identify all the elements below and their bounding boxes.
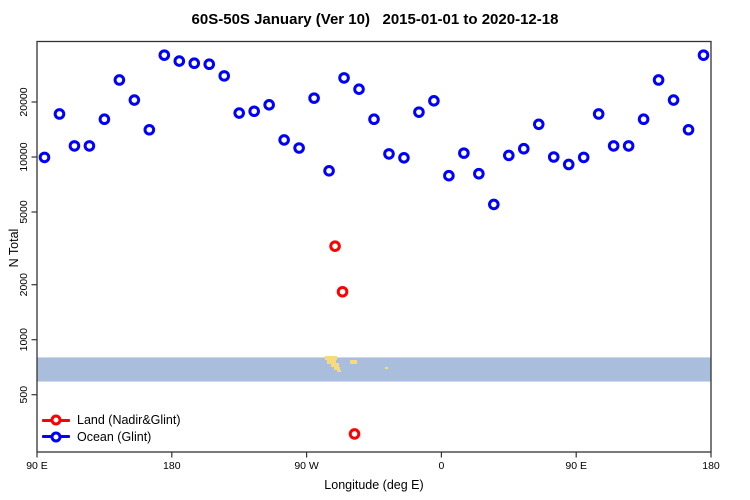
data-point-ocean [113,74,126,86]
x-tick-label: 0 [438,460,444,472]
data-point-ocean [68,140,81,152]
legend-item: Ocean (Glint) [42,429,181,446]
data-point-ocean [428,95,440,107]
data-point-land [348,428,361,440]
y-axis-title: N Total [7,228,21,268]
x-tick-label: 90 E [565,460,587,472]
data-point-land [329,240,341,252]
data-point-ocean [323,165,335,177]
x-axis-title: Longitude (deg E) [324,478,424,492]
data-point-ocean [128,94,141,106]
data-point-ocean [353,83,365,96]
legend-marker-line [42,431,70,443]
data-point-ocean [158,49,171,61]
data-point-ocean [547,151,560,163]
legend: Land (Nadir&Glint) Ocean (Glint) [42,412,181,445]
data-point-ocean [562,158,575,171]
y-tick-label: 10000 [18,142,30,171]
data-point-ocean [458,147,470,159]
data-point-ocean [278,134,290,146]
y-tick-label: 20000 [18,87,30,116]
data-point-ocean [413,106,425,118]
data-point-ocean [488,198,500,211]
data-point-ocean [203,58,216,71]
legend-marker-line [42,414,70,426]
data-point-ocean [607,140,620,152]
data-point-land [336,285,349,298]
y-tick-label: 2000 [18,273,30,297]
land-patch-south-america-patagonia [331,363,339,367]
legend-label: Ocean (Glint) [77,429,152,444]
map-band [37,357,711,382]
legend-label: Land (Nadir&Glint) [77,413,181,428]
plot-border [36,40,712,453]
y-tick-label: 1000 [18,328,30,352]
x-tick-label: 180 [702,460,720,472]
x-tick-label: 90 W [294,460,319,472]
data-point-ocean [667,94,680,106]
land-patch-south-america-patagonia [325,356,337,360]
data-point-ocean [188,57,201,70]
land-patch-south-georgia [385,367,388,369]
data-point-ocean [652,74,665,86]
data-point-ocean [592,108,605,120]
data-point-ocean [98,113,111,126]
data-point-ocean [233,107,245,119]
data-point-ocean [38,151,51,164]
data-point-ocean [383,148,395,160]
data-point-ocean [577,151,590,164]
data-point-ocean [697,49,710,61]
land-patch-south-america-patagonia [337,370,341,372]
data-point-ocean [368,113,380,126]
data-point-ocean [293,142,305,154]
y-tick-label: 500 [18,386,30,404]
land-patch-falkland-islands [350,360,357,364]
legend-item: Land (Nadir&Glint) [42,412,181,429]
data-point-ocean [308,92,320,104]
data-point-ocean [53,108,66,120]
x-tick-label: 180 [163,460,181,472]
data-point-ocean [173,55,186,67]
data-point-ocean [503,149,515,162]
y-tick-label: 5000 [18,200,30,224]
land-patch-south-america-patagonia [334,367,340,370]
data-point-ocean [443,169,455,182]
data-point-ocean [248,105,260,118]
data-point-ocean [517,142,530,155]
data-point-ocean [473,167,485,180]
legend-marker-circle-icon [50,414,62,426]
data-point-ocean [338,72,350,84]
data-point-ocean [263,99,275,111]
data-point-ocean [637,113,650,126]
land-patch-south-america-patagonia [327,360,336,364]
data-point-ocean [143,123,156,136]
data-point-ocean [532,118,545,131]
data-point-ocean [622,140,635,152]
data-point-ocean [398,151,410,164]
data-point-ocean [682,123,695,136]
x-tick-label: 90 E [26,460,48,472]
chart-title: 60S-50S January (Ver 10) 2015-01-01 to 2… [191,11,559,28]
legend-marker-circle-icon [50,431,62,443]
data-point-ocean [218,70,231,82]
data-point-ocean [83,140,96,152]
